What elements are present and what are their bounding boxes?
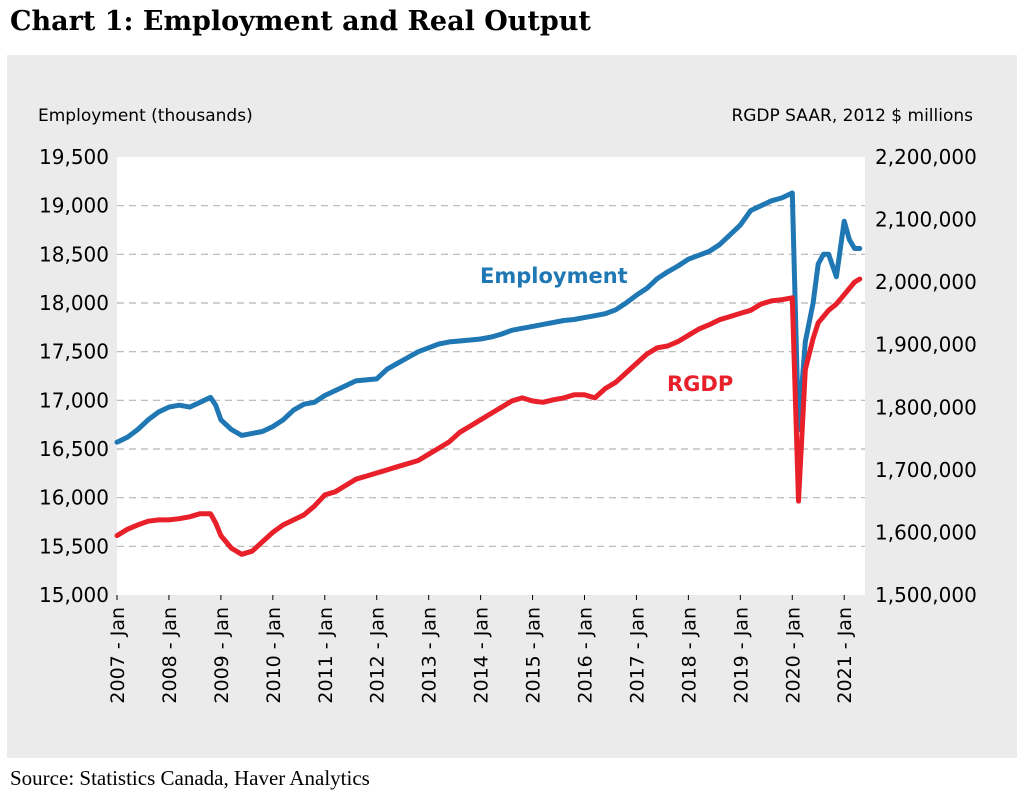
annotation-rgdp: RGDP [667, 372, 733, 396]
left-tick-label: 16,000 [39, 486, 109, 510]
tick-labels: 19,500 19,000 18,500 18,000 17,500 17,000 16,5… [39, 145, 977, 704]
right-tick-label: 1,800,000 [875, 395, 977, 419]
left-tick-label: 17,500 [39, 340, 109, 364]
right-tick-label: 2,000,000 [875, 270, 977, 294]
x-tick-label: 2007 - Jan [107, 607, 129, 704]
left-tick-label: 17,000 [39, 388, 109, 412]
right-tick-label: 2,100,000 [875, 208, 977, 232]
left-tick-label: 15,500 [39, 534, 109, 558]
x-tick-label: 2011 - Jan [315, 607, 337, 704]
x-tick-label: 2018 - Jan [678, 607, 700, 704]
right-tick-label: 1,900,000 [875, 333, 977, 357]
left-tick-label: 19,000 [39, 194, 109, 218]
grid [117, 205, 865, 547]
left-tick-label: 18,000 [39, 291, 109, 315]
x-tick-label: 2016 - Jan [575, 607, 597, 704]
x-tick-label: 2020 - Jan [782, 607, 804, 704]
series-line-rgdp [114, 276, 863, 557]
left-tick-label: 15,000 [39, 583, 109, 607]
x-tick-label: 2012 - Jan [367, 607, 389, 704]
annotation-employment: Employment [480, 264, 628, 288]
x-tick-label: 2021 - Jan [834, 607, 856, 704]
right-tick-label: 1,600,000 [875, 520, 977, 544]
right-axis-title: RGDP SAAR, 2012 $ millions [731, 106, 973, 126]
x-tick-label: 2008 - Jan [159, 607, 181, 704]
left-tick-label: 19,500 [39, 145, 109, 169]
left-tick-label: 18,500 [39, 242, 109, 266]
x-tick-label: 2013 - Jan [419, 607, 441, 704]
right-tick-label: 2,200,000 [875, 145, 977, 169]
right-tick-label: 1,500,000 [875, 583, 977, 607]
left-axis-title: Employment (thousands) [38, 106, 253, 126]
x-tick-label: 2010 - Jan [263, 607, 285, 704]
source-note: Source: Statistics Canada, Haver Analyti… [10, 766, 370, 790]
x-tick-label: 2015 - Jan [523, 607, 545, 704]
left-tick-label: 16,500 [39, 437, 109, 461]
series-lines [114, 190, 863, 557]
x-tick-label: 2014 - Jan [471, 607, 493, 704]
right-tick-label: 1,700,000 [875, 458, 977, 482]
page-title: Chart 1: Employment and Real Output [10, 6, 591, 37]
series-line-employment [114, 190, 863, 445]
x-tick-label: 2009 - Jan [211, 607, 233, 704]
plot-area [117, 157, 865, 595]
x-tick-label: 2019 - Jan [730, 607, 752, 704]
x-tick-label: 2017 - Jan [626, 607, 648, 704]
